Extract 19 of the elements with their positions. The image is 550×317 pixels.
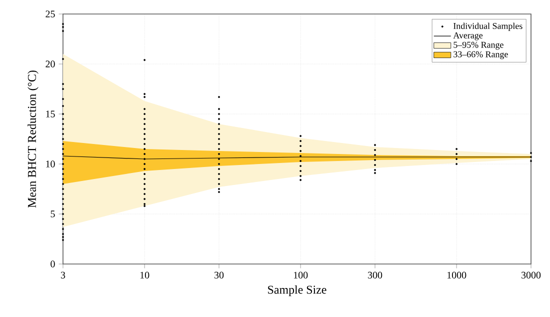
legend-label: Individual Samples <box>453 22 522 31</box>
x-tick-label: 300 <box>368 272 382 278</box>
y-tick-label: 25 <box>46 10 55 18</box>
legend-label: Average <box>453 32 483 40</box>
x-tick-label: 10 <box>140 272 150 278</box>
y-tick-label: 20 <box>46 60 55 68</box>
x-tick-label: 3 <box>60 272 66 278</box>
y-tick-label: 15 <box>46 110 55 118</box>
x-tick-label: 100 <box>294 272 308 278</box>
legend-label: 33–66% Range <box>454 51 508 60</box>
x-tick-label: 30 <box>214 272 224 278</box>
y-axis-title: Mean BHCT Reduction (°C) <box>28 70 38 208</box>
x-tick-label: 1000 <box>447 272 466 278</box>
legend-label: 5–95% Range <box>454 42 504 50</box>
x-tick-label: 3000 <box>522 272 541 278</box>
y-tick-label: 0 <box>50 260 55 268</box>
x-axis-title: Sample Size <box>268 285 326 296</box>
y-tick-label: 5 <box>50 210 55 218</box>
y-tick-label: 10 <box>46 160 55 168</box>
